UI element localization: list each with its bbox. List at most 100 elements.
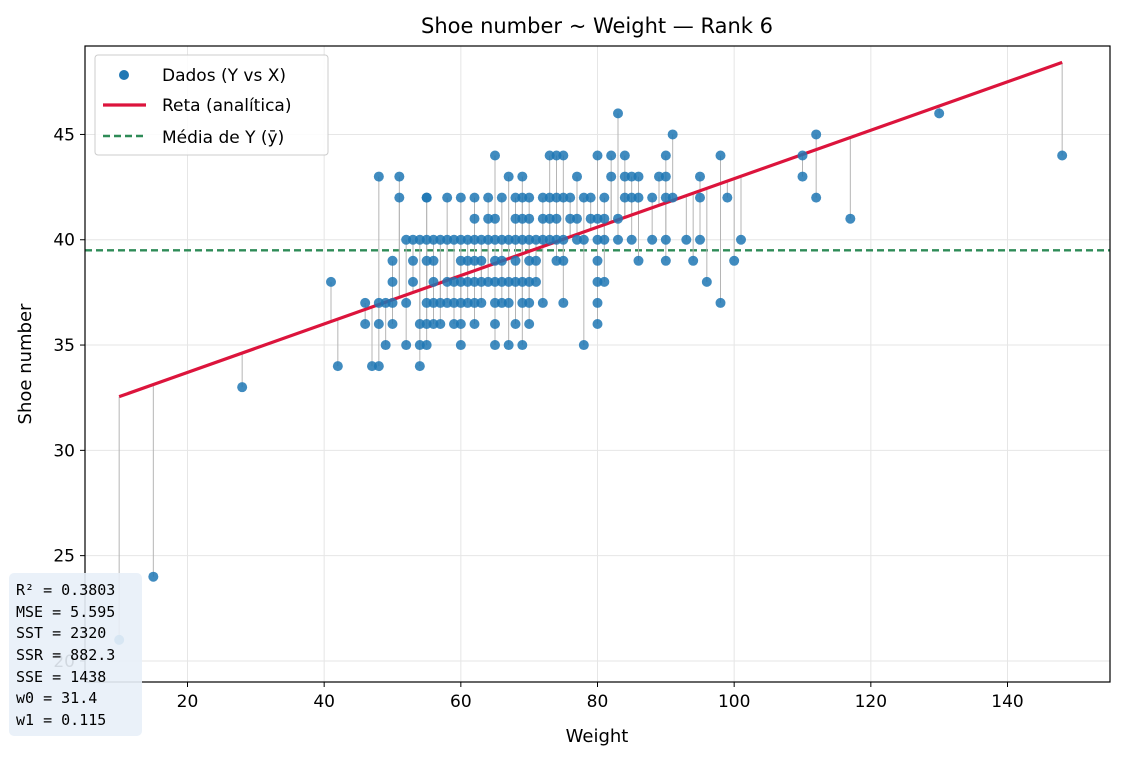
data-point <box>613 234 623 245</box>
stats-box-background <box>9 573 142 736</box>
stats-w0: w0 = 31.4 <box>16 689 97 707</box>
data-point <box>633 192 644 203</box>
data-point <box>476 276 487 287</box>
data-point <box>449 297 459 308</box>
data-point <box>455 234 466 245</box>
data-point <box>613 108 623 119</box>
data-point <box>654 171 664 182</box>
data-point <box>435 297 446 308</box>
data-points <box>114 108 1068 645</box>
data-point <box>578 192 589 203</box>
data-point <box>558 255 569 266</box>
data-point <box>660 234 671 245</box>
data-point <box>428 276 439 287</box>
data-point <box>517 213 528 224</box>
data-point <box>462 276 473 287</box>
data-point <box>503 297 514 308</box>
data-point <box>544 192 555 203</box>
data-point <box>503 234 514 245</box>
x-tick-label: 100 <box>718 692 750 712</box>
data-point <box>537 192 548 203</box>
data-point <box>469 234 480 245</box>
data-point <box>647 192 658 203</box>
data-point <box>503 171 514 182</box>
data-point <box>490 297 500 308</box>
data-point <box>469 318 480 329</box>
data-point <box>667 129 678 140</box>
data-point <box>558 150 569 161</box>
data-point <box>496 192 507 203</box>
data-point <box>572 213 582 224</box>
x-tick-label: 20 <box>177 692 199 712</box>
data-point <box>592 213 603 224</box>
data-point <box>394 192 405 203</box>
data-point <box>592 276 603 287</box>
data-point <box>490 213 500 224</box>
data-point <box>592 150 603 161</box>
data-point <box>845 213 856 224</box>
stats-box: R² = 0.3803 MSE = 5.595 SST = 2320 SSR =… <box>9 573 142 736</box>
data-point <box>811 129 822 140</box>
data-point <box>660 192 671 203</box>
data-point <box>428 297 439 308</box>
data-point <box>510 234 521 245</box>
data-point <box>551 192 562 203</box>
data-point <box>517 297 528 308</box>
data-point <box>496 297 507 308</box>
data-point <box>462 234 473 245</box>
x-tick-label: 60 <box>450 692 472 712</box>
data-point <box>701 276 712 287</box>
data-point <box>585 213 596 224</box>
data-point <box>558 297 569 308</box>
stats-sst: SST = 2320 <box>16 624 106 642</box>
data-point <box>360 297 371 308</box>
data-point <box>736 234 746 245</box>
data-point <box>469 213 480 224</box>
data-point <box>387 297 398 308</box>
data-point <box>626 234 637 245</box>
data-point <box>469 297 480 308</box>
data-point <box>442 234 453 245</box>
data-point <box>715 297 726 308</box>
data-point <box>455 255 466 266</box>
fit-line <box>118 60 1063 399</box>
data-point <box>613 213 623 224</box>
y-tick-label: 40 <box>53 231 75 251</box>
data-point <box>681 234 692 245</box>
data-point <box>414 340 425 351</box>
data-point <box>797 171 808 182</box>
data-point <box>722 192 733 203</box>
data-point <box>360 318 371 329</box>
data-point <box>469 276 480 287</box>
legend-mean-label: Média de Y (ȳ) <box>162 128 284 148</box>
data-point <box>811 192 822 203</box>
axis-ticks: 20406080100120140202530354045 <box>53 125 1023 712</box>
data-point <box>332 361 343 372</box>
data-point <box>367 361 377 372</box>
data-point <box>729 255 740 266</box>
data-point <box>531 234 541 245</box>
data-point <box>558 192 569 203</box>
data-point <box>592 318 603 329</box>
data-point <box>517 234 528 245</box>
data-point <box>380 340 391 351</box>
data-point <box>414 318 425 329</box>
data-point <box>544 234 555 245</box>
data-point <box>496 255 507 266</box>
data-point <box>633 255 644 266</box>
data-point <box>476 234 487 245</box>
data-point <box>715 150 726 161</box>
data-point <box>503 276 514 287</box>
stats-ssr: SSR = 882.3 <box>16 646 115 664</box>
data-point <box>442 276 453 287</box>
data-point <box>510 318 521 329</box>
data-point <box>660 255 671 266</box>
y-tick-label: 25 <box>53 547 75 567</box>
data-point <box>660 171 671 182</box>
data-point <box>428 318 439 329</box>
data-point <box>435 234 446 245</box>
data-point <box>435 318 446 329</box>
data-point <box>421 297 432 308</box>
data-point <box>496 276 507 287</box>
